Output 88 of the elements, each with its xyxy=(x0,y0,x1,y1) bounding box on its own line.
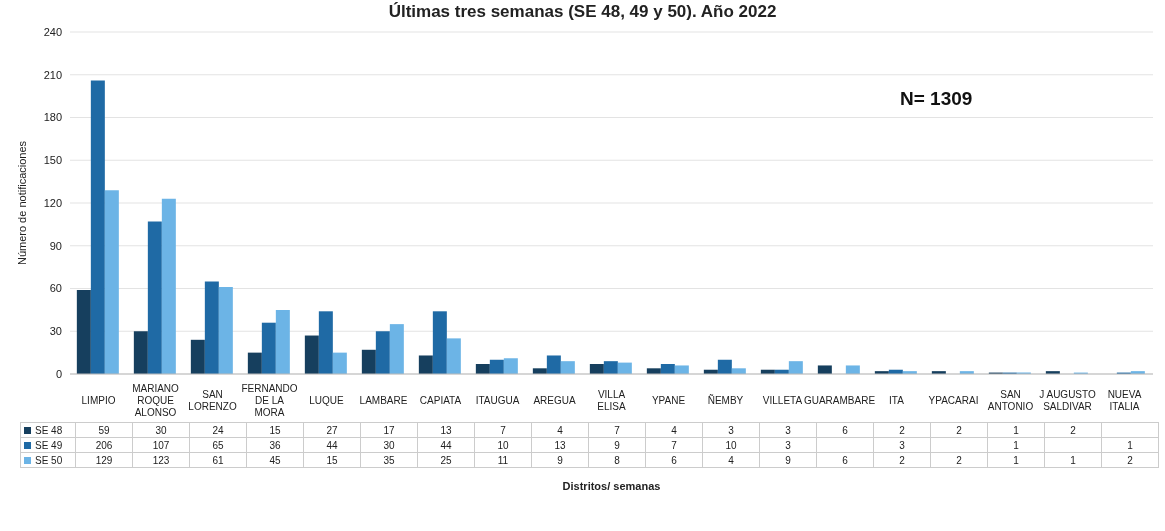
y-tick-label: 120 xyxy=(43,196,62,209)
x-tick-label: SAN LORENZO xyxy=(188,389,237,412)
x-tick-label: AREGUA xyxy=(533,395,576,406)
data-label: 9 xyxy=(759,452,817,468)
x-tick-label: LUQUE xyxy=(309,395,345,406)
data-label: 2 xyxy=(1044,422,1102,438)
x-tick-label: ÑEMBY xyxy=(707,394,744,406)
data-label: 3 xyxy=(702,422,760,438)
data-label: 15 xyxy=(303,452,361,468)
data-label: 11 xyxy=(474,452,532,468)
data-label: 7 xyxy=(588,422,646,438)
y-tick-label: 60 xyxy=(49,282,62,295)
x-tick-label: LAMBARE xyxy=(359,395,408,406)
data-label: 44 xyxy=(417,437,475,453)
y-tick-label: 90 xyxy=(49,239,62,252)
x-tick-label: YPACARAI xyxy=(928,395,979,406)
data-label: 107 xyxy=(132,437,190,453)
x-tick-label: SAN ANTONIO xyxy=(987,389,1034,412)
x-tick-label: VILLA ELISA xyxy=(597,389,626,412)
data-label: 17 xyxy=(360,422,418,438)
x-tick-label: LIMPIO xyxy=(81,395,116,406)
data-label: 2 xyxy=(1101,452,1159,468)
data-label: 4 xyxy=(531,422,589,438)
data-label: 6 xyxy=(816,422,874,438)
data-label: 6 xyxy=(816,452,874,468)
data-label: 1 xyxy=(987,452,1045,468)
data-label: 123 xyxy=(132,452,190,468)
y-tick-label: 30 xyxy=(49,325,62,338)
data-label: 2 xyxy=(930,422,988,438)
data-label: 30 xyxy=(360,437,418,453)
y-tick-label: 240 xyxy=(43,25,62,38)
data-label: 1 xyxy=(987,422,1045,438)
legend-label: SE 48 xyxy=(20,422,76,438)
y-tick-label: 180 xyxy=(43,111,62,124)
x-tick-label: FERNANDO DE LA MORA xyxy=(241,383,298,418)
x-tick-label: MARIANO ROQUE ALONSO xyxy=(132,383,180,418)
data-label: 9 xyxy=(588,437,646,453)
data-label: 13 xyxy=(417,422,475,438)
data-label: 3 xyxy=(873,437,931,453)
x-tick-label: ITAUGUA xyxy=(475,395,520,406)
data-label: 7 xyxy=(474,422,532,438)
data-label: 1 xyxy=(1101,437,1159,453)
data-label: 3 xyxy=(759,437,817,453)
data-label: 30 xyxy=(132,422,190,438)
legend-label: SE 49 xyxy=(20,437,76,453)
data-label: 36 xyxy=(246,437,304,453)
data-label: 10 xyxy=(702,437,760,453)
data-label: 61 xyxy=(189,452,247,468)
data-label: 4 xyxy=(702,452,760,468)
data-label: 206 xyxy=(75,437,133,453)
data-label: 2 xyxy=(930,452,988,468)
x-tick-label: YPANE xyxy=(651,395,686,406)
data-label: 27 xyxy=(303,422,361,438)
x-tick-label: J AUGUSTO SALDIVAR xyxy=(1039,389,1096,412)
annotation: N= 1309 xyxy=(900,88,973,110)
data-label: 59 xyxy=(75,422,133,438)
x-tick-label: GUARAMBARE xyxy=(803,395,876,406)
data-label: 65 xyxy=(189,437,247,453)
data-label: 6 xyxy=(645,452,703,468)
data-label: 9 xyxy=(531,452,589,468)
data-label: 10 xyxy=(474,437,532,453)
data-label: 44 xyxy=(303,437,361,453)
data-label: 45 xyxy=(246,452,304,468)
data-label: 25 xyxy=(417,452,475,468)
data-label: 4 xyxy=(645,422,703,438)
y-tick-label: 210 xyxy=(43,68,62,81)
data-label: 1 xyxy=(987,437,1045,453)
y-axis-title: Número de notificaciones xyxy=(15,140,28,266)
data-label: 8 xyxy=(588,452,646,468)
data-label: 35 xyxy=(360,452,418,468)
data-label: 24 xyxy=(189,422,247,438)
legend-label: SE 50 xyxy=(20,452,76,468)
data-label: 2 xyxy=(873,422,931,438)
x-tick-label: ITA xyxy=(889,395,905,406)
data-label: 2 xyxy=(873,452,931,468)
chart-title: Últimas tres semanas (SE 48, 49 y 50). Año 2022 xyxy=(387,2,778,22)
x-tick-label: VILLETA xyxy=(762,395,803,406)
text: Distritos/ semanas xyxy=(561,480,662,492)
y-tick-label: 150 xyxy=(43,154,62,167)
data-label: 7 xyxy=(645,437,703,453)
data-label: 129 xyxy=(75,452,133,468)
y-tick-label: 0 xyxy=(55,367,62,380)
data-label: 3 xyxy=(759,422,817,438)
data-label: 1 xyxy=(1044,452,1102,468)
data-label: 15 xyxy=(246,422,304,438)
x-tick-label: CAPIATA xyxy=(419,395,462,406)
data-label: 13 xyxy=(531,437,589,453)
x-tick-label: NUEVA ITALIA xyxy=(1107,389,1142,412)
